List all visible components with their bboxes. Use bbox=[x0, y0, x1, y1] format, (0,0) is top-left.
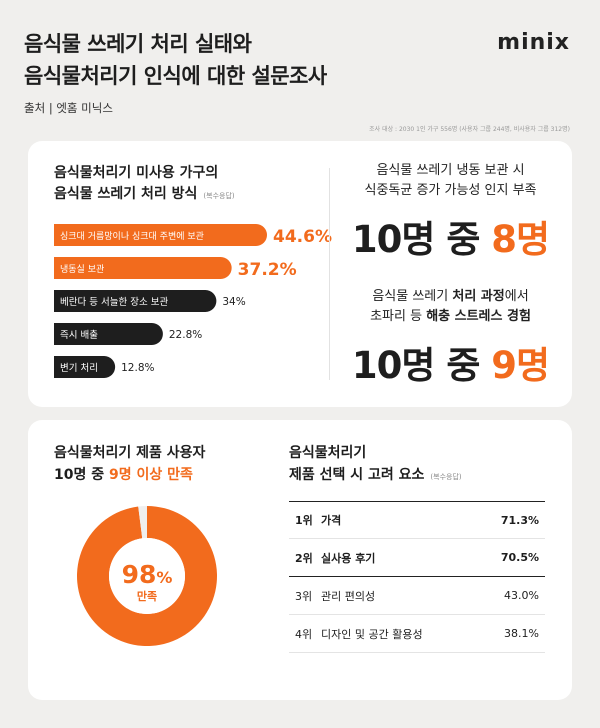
pest-line2-a: 초파리 등 bbox=[370, 309, 427, 324]
satisfaction-title: 음식물처리기 제품 사용자 10명 중 9명 이상 만족 bbox=[54, 442, 205, 486]
satisfaction-title-b: 9명 이상 만족 bbox=[109, 467, 193, 483]
pest-line2-b: 해충 스트레스 경험 bbox=[426, 309, 531, 324]
pest-stat-line2: 초파리 등 해충 스트레스 경험 bbox=[329, 307, 572, 327]
bar-value-label: 34% bbox=[222, 296, 245, 308]
pest-stat-value-a: 10명 중 bbox=[351, 344, 492, 387]
bar-value-label: 12.8% bbox=[121, 362, 154, 374]
donut-slice bbox=[77, 506, 218, 646]
disposal-title-line2-text: 음식물 쓰레기 처리 방식 bbox=[54, 186, 198, 202]
table-row: 2위 실사용 후기 70.5% bbox=[289, 539, 545, 577]
bar-category-label: 싱크대 거름망이나 싱크대 주변에 보관 bbox=[60, 231, 204, 242]
freeze-stat-line1: 음식물 쓰레기 냉동 보관 시 bbox=[376, 163, 525, 178]
factor-name: 관리 편의성 bbox=[321, 589, 376, 603]
satisfaction-donut-chart: 98%만족 bbox=[77, 506, 218, 646]
donut-center-label: 만족 bbox=[137, 589, 157, 603]
pest-stat-value-b: 9명 bbox=[491, 344, 550, 387]
factor-name: 가격 bbox=[321, 514, 342, 527]
disposal-title-line2: 음식물 쓰레기 처리 방식 (복수응답) bbox=[54, 184, 235, 207]
pest-line1-a: 음식물 쓰레기 bbox=[372, 289, 453, 304]
page-title-line1: 음식물 쓰레기 처리 실태와 bbox=[24, 32, 252, 56]
bar bbox=[54, 290, 217, 312]
factors-ranking-table: 1위 가격 71.3% 2위 실사용 후기 70.5% 3위 관리 편의성 43.0% 4위 디자인… bbox=[289, 501, 545, 653]
rank-label: 4위 bbox=[295, 627, 313, 641]
factors-title-line2: 제품 선택 시 고려 요소 (복수응답) bbox=[289, 464, 462, 488]
bar bbox=[54, 224, 267, 246]
rank-label: 3위 bbox=[295, 589, 313, 603]
table-row: 4위 디자인 및 공간 활용성 38.1% bbox=[289, 615, 545, 653]
donut-slice bbox=[138, 506, 147, 539]
source-text: 출처 | 엣홈 미닉스 bbox=[24, 101, 113, 115]
bar-value-label: 44.6% bbox=[273, 227, 332, 247]
factors-title: 음식물처리기 제품 선택 시 고려 요소 (복수응답) bbox=[289, 442, 462, 488]
bar-value-label: 22.8% bbox=[169, 329, 202, 341]
card-divider bbox=[329, 168, 330, 380]
donut-center-unit: % bbox=[156, 568, 172, 587]
freeze-awareness-stat: 음식물 쓰레기 냉동 보관 시 식중독균 증가 가능성 인지 부족 10명 중 … bbox=[329, 161, 572, 263]
freeze-stat-value-b: 8명 bbox=[491, 218, 550, 261]
bar bbox=[54, 257, 232, 279]
factor-value: 70.5% bbox=[500, 551, 539, 564]
pest-stat-line1: 음식물 쓰레기 처리 과정에서 bbox=[329, 287, 572, 307]
survey-note: 조사 대상 : 2030 1인 가구 556명 (사용자 그룹 244명, 비사… bbox=[369, 126, 570, 133]
satisfaction-title-a: 10명 중 bbox=[54, 467, 109, 483]
satisfaction-title-line2: 10명 중 9명 이상 만족 bbox=[54, 464, 205, 486]
satisfaction-card: 음식물처리기 제품 사용자 10명 중 9명 이상 만족 98% 만족 음식물처리… bbox=[28, 420, 572, 700]
rank-label: 1위 bbox=[295, 514, 313, 527]
freeze-stat-line2: 식중독균 증가 가능성 인지 부족 bbox=[364, 183, 537, 198]
pest-line1-c: 에서 bbox=[504, 289, 529, 304]
disposal-method-card: 음식물처리기 미사용 가구의 음식물 쓰레기 처리 방식 (복수응답) 싱크대 거… bbox=[28, 141, 572, 407]
multiple-response-tag: (복수응답) bbox=[203, 192, 235, 200]
table-row: 3위 관리 편의성 43.0% bbox=[289, 577, 545, 615]
donut-hole bbox=[109, 538, 185, 614]
brand-logo: minix bbox=[497, 30, 570, 55]
bar-value-label: 37.2% bbox=[238, 260, 297, 280]
bar-category-label: 베란다 등 서늘한 장소 보관 bbox=[60, 296, 168, 308]
bar bbox=[54, 356, 116, 378]
header: 음식물 쓰레기 처리 실태와 음식물처리기 인식에 대한 설문조사 minix bbox=[24, 28, 576, 92]
donut-center-value: 98% bbox=[122, 560, 173, 589]
factors-multiple-response-tag: (복수응답) bbox=[430, 473, 462, 481]
pest-line1-b: 처리 과정 bbox=[452, 289, 505, 304]
factors-title-line1: 음식물처리기 bbox=[289, 445, 367, 461]
disposal-title-line1: 음식물처리기 미사용 가구의 bbox=[54, 165, 219, 181]
table-row: 1위 가격 71.3% bbox=[289, 501, 545, 539]
pest-stress-stat: 음식물 쓰레기 처리 과정에서 초파리 등 해충 스트레스 경험 10명 중 9… bbox=[329, 287, 572, 389]
bar-category-label: 냉동실 보관 bbox=[60, 264, 104, 275]
page-title-line2: 음식물처리기 인식에 대한 설문조사 bbox=[24, 64, 327, 88]
bar-category-label: 즉시 배출 bbox=[60, 330, 98, 341]
freeze-stat-value-a: 10명 중 bbox=[351, 218, 492, 261]
freeze-stat-value: 10명 중 8명 bbox=[329, 209, 572, 263]
factor-value: 71.3% bbox=[500, 513, 539, 527]
bar-category-label: 변기 처리 bbox=[60, 362, 98, 374]
factor-name: 실사용 후기 bbox=[321, 551, 376, 565]
pest-stat-value: 10명 중 9명 bbox=[329, 335, 572, 389]
rank-label: 2위 bbox=[295, 551, 313, 565]
factor-value: 38.1% bbox=[504, 627, 539, 640]
disposal-bar-chart: 싱크대 거름망이나 싱크대 주변에 보관 44.6% 냉동실 보관 37.2% 베란다 … bbox=[54, 224, 332, 378]
bar bbox=[54, 323, 163, 345]
factor-name: 디자인 및 공간 활용성 bbox=[321, 627, 423, 641]
satisfaction-title-line1: 음식물처리기 제품 사용자 bbox=[54, 445, 206, 461]
disposal-method-title: 음식물처리기 미사용 가구의 음식물 쓰레기 처리 방식 (복수응답) bbox=[54, 163, 235, 207]
factors-title-line2-text: 제품 선택 시 고려 요소 bbox=[289, 467, 425, 483]
factor-value: 43.0% bbox=[504, 589, 539, 602]
